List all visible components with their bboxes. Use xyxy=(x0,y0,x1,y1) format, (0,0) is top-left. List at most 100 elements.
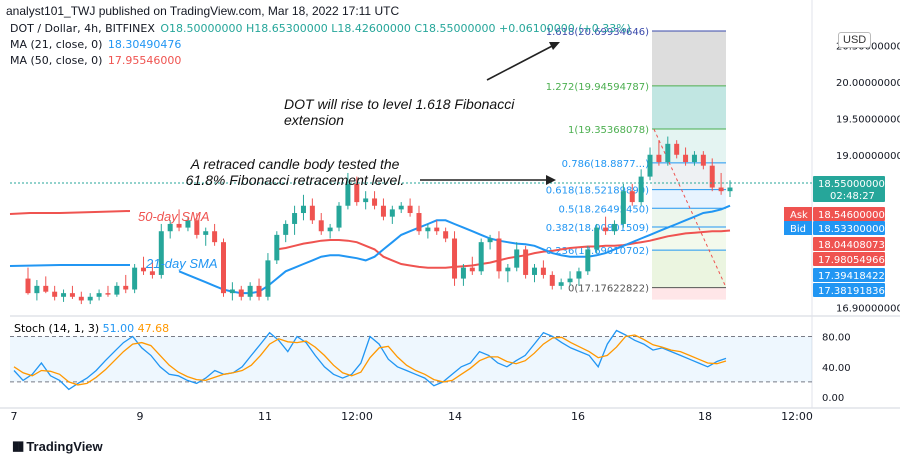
price-tag-time: 02:48:27 xyxy=(830,191,875,202)
fib-zone xyxy=(652,189,726,209)
candle-body xyxy=(549,274,555,286)
candle-body xyxy=(141,267,147,272)
stoch-layer: 80.00 40.00 0.00 xyxy=(10,329,851,404)
y-tick-label: 19.50000000 xyxy=(836,114,900,125)
stoch-label: Stoch (14, 1, 3) xyxy=(14,322,100,335)
candle-body xyxy=(611,223,617,232)
candle-body xyxy=(220,242,226,294)
tradingview-logo-icon: ▮▮ xyxy=(12,438,24,453)
candle-body xyxy=(540,267,546,275)
arrow-rise-head xyxy=(549,42,560,50)
candle-body xyxy=(354,183,360,203)
x-tick-label: 12:00 xyxy=(341,410,373,423)
x-tick-label: 18 xyxy=(698,410,712,423)
ma50-label: MA (50, close, 0) xyxy=(10,54,103,67)
ma50-line xyxy=(276,229,731,269)
ma50-value: 17.95546000 xyxy=(107,54,182,67)
fib-label: 0.236(17.69010702) xyxy=(546,246,649,257)
price-tag-bg xyxy=(813,252,885,266)
annotation-sma50: 50-day SMA xyxy=(138,209,210,224)
candle-body xyxy=(380,205,386,217)
candle-body xyxy=(34,285,40,294)
candle-body xyxy=(514,249,520,268)
candle-body xyxy=(176,223,182,228)
fib-label: 0.786(18.8877...) xyxy=(562,159,649,170)
candle-body xyxy=(523,249,529,275)
candle-body xyxy=(496,238,502,272)
price-tag: 18.04408073 xyxy=(818,240,885,251)
x-tick-label: 7 xyxy=(11,410,18,423)
fib-zone xyxy=(652,128,726,163)
price-tag-bg xyxy=(813,207,885,221)
publish-header: analyst101_TWJ published on TradingView.… xyxy=(6,4,400,18)
candle-body xyxy=(718,187,724,192)
candle-body xyxy=(309,205,315,221)
ma21-legend[interactable]: MA (21, close, 0) 18.30490476 xyxy=(10,38,181,51)
candle-body xyxy=(478,242,484,272)
candle-body xyxy=(69,293,75,297)
candle-body xyxy=(123,285,129,290)
candle-body xyxy=(487,238,493,243)
fib-label: 0.5(18.26495450) xyxy=(558,204,649,215)
fib-trend-line xyxy=(653,129,727,288)
y-tick-label: 19.00000000 xyxy=(836,151,900,162)
candle-body xyxy=(505,267,511,272)
candle-body xyxy=(532,267,538,275)
price-tag: 17.38191836 xyxy=(818,286,885,297)
candle-body xyxy=(674,143,680,155)
ma-layer xyxy=(9,204,731,295)
candle-body xyxy=(247,285,253,297)
candle-body xyxy=(149,271,155,275)
ma21-label: MA (21, close, 0) xyxy=(10,38,103,51)
stoch-k-line xyxy=(13,329,727,391)
fib-label: 1.618(20.69934646) xyxy=(546,27,649,38)
x-tick-label: 9 xyxy=(137,410,144,423)
candle-body xyxy=(469,267,475,272)
candle-body xyxy=(727,187,733,192)
candle-body xyxy=(283,223,289,235)
candle-body xyxy=(416,213,422,232)
symbol-name[interactable]: DOT / Dollar, 4h, BITFINEX xyxy=(10,22,155,35)
candle-body xyxy=(336,205,342,228)
fib-label: 0(17.17622822) xyxy=(568,284,649,295)
candle-body xyxy=(238,289,244,297)
candle-body xyxy=(603,227,609,232)
candle-body xyxy=(647,154,653,177)
candle-body xyxy=(629,191,635,203)
symbol-legend: DOT / Dollar, 4h, BITFINEX O18.50000000 … xyxy=(10,22,631,35)
price-tag: 17.98054966 xyxy=(818,255,885,266)
candle-body xyxy=(265,260,271,297)
candle-body xyxy=(407,205,413,214)
candle-body xyxy=(185,220,191,228)
ma50-left-line xyxy=(9,210,131,215)
fib-zone xyxy=(652,250,726,288)
candle-body xyxy=(327,227,333,232)
candle-body xyxy=(212,231,218,243)
stoch-d-value: 47.68 xyxy=(137,322,170,335)
candle-body xyxy=(398,205,404,210)
candle-body xyxy=(318,220,324,232)
currency-button[interactable]: USD xyxy=(838,32,872,48)
x-tick-label: 11 xyxy=(258,410,272,423)
x-tick-label: 14 xyxy=(448,410,462,423)
candle-body xyxy=(425,227,431,232)
candle-body xyxy=(105,293,111,295)
candle-body xyxy=(434,227,440,232)
stoch-legend[interactable]: Stoch (14, 1, 3) 51.00 47.68 xyxy=(14,322,169,335)
candle-layer xyxy=(10,136,812,305)
ma50-legend[interactable]: MA (50, close, 0) 17.95546000 xyxy=(10,54,181,67)
candle-body xyxy=(665,143,671,163)
candle-body xyxy=(78,296,84,301)
price-tag-name-bg xyxy=(784,221,812,235)
stoch-band xyxy=(10,336,812,382)
candle-body xyxy=(443,231,449,239)
annotation-sma21: 21-day SMA xyxy=(146,256,218,271)
candle-body xyxy=(576,271,582,279)
x-tick-label: 12:00 xyxy=(781,410,813,423)
candle-body xyxy=(158,231,164,275)
fib-zone xyxy=(652,162,726,190)
candle-body xyxy=(52,291,58,297)
candle-body xyxy=(61,293,67,297)
footer-brand[interactable]: ▮▮ TradingView xyxy=(12,438,103,454)
